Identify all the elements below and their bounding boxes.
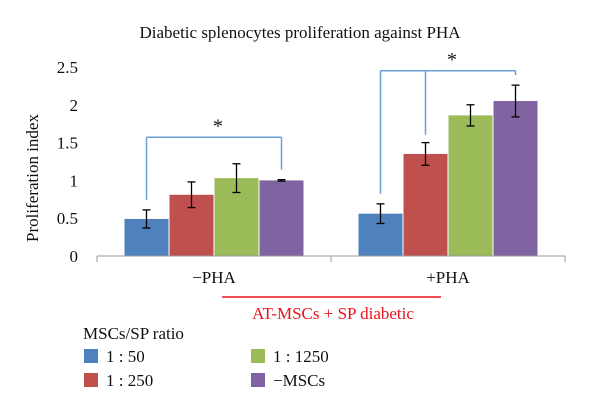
chart-title: Diabetic splenocytes proliferation again…	[139, 23, 461, 42]
legend-label-1-50: 1 : 50	[106, 347, 145, 366]
bar	[493, 101, 538, 257]
group-annotation-label: AT-MSCs + SP diabetic	[252, 304, 414, 323]
legend-title: MSCs/SP ratio	[83, 324, 184, 343]
legend-label-1-250: 1 : 250	[106, 371, 153, 390]
y-axis-label: Proliferation index	[23, 114, 42, 242]
legend-item-1-1250: 1 : 1250	[251, 347, 329, 366]
legend-item-minus-mscs: −MSCs	[251, 371, 325, 390]
legend-swatch-1-250	[84, 373, 98, 387]
bar	[259, 180, 304, 256]
legend-label-1-1250: 1 : 1250	[273, 347, 329, 366]
x-tick-label-plus-pha: +PHA	[426, 268, 470, 287]
legend-item-1-50: 1 : 50	[84, 347, 145, 366]
bar	[448, 115, 493, 256]
legend-label-minus-mscs: −MSCs	[273, 371, 325, 390]
x-tick-label-minus-pha: −PHA	[192, 268, 236, 287]
legend-swatch-1-50	[84, 349, 98, 363]
y-tick-label: 2	[70, 96, 79, 115]
bars	[124, 84, 538, 257]
significance-star: *	[213, 115, 223, 137]
legend-swatch-1-1250	[251, 349, 265, 363]
y-tick-label: 0	[70, 247, 79, 266]
legend-swatch-minus-mscs	[251, 373, 265, 387]
y-tick-label: 0.5	[57, 209, 78, 228]
significance-star: *	[447, 49, 457, 71]
significance-brackets: **	[145, 49, 517, 200]
y-tick-label: 1	[70, 171, 79, 190]
y-tick-label: 2.5	[57, 58, 78, 77]
bar	[403, 153, 448, 256]
legend-item-1-250: 1 : 250	[84, 371, 153, 390]
y-tick-label: 1.5	[57, 134, 78, 153]
y-axis-ticks: 0 0.5 1 1.5 2 2.5	[57, 58, 78, 266]
